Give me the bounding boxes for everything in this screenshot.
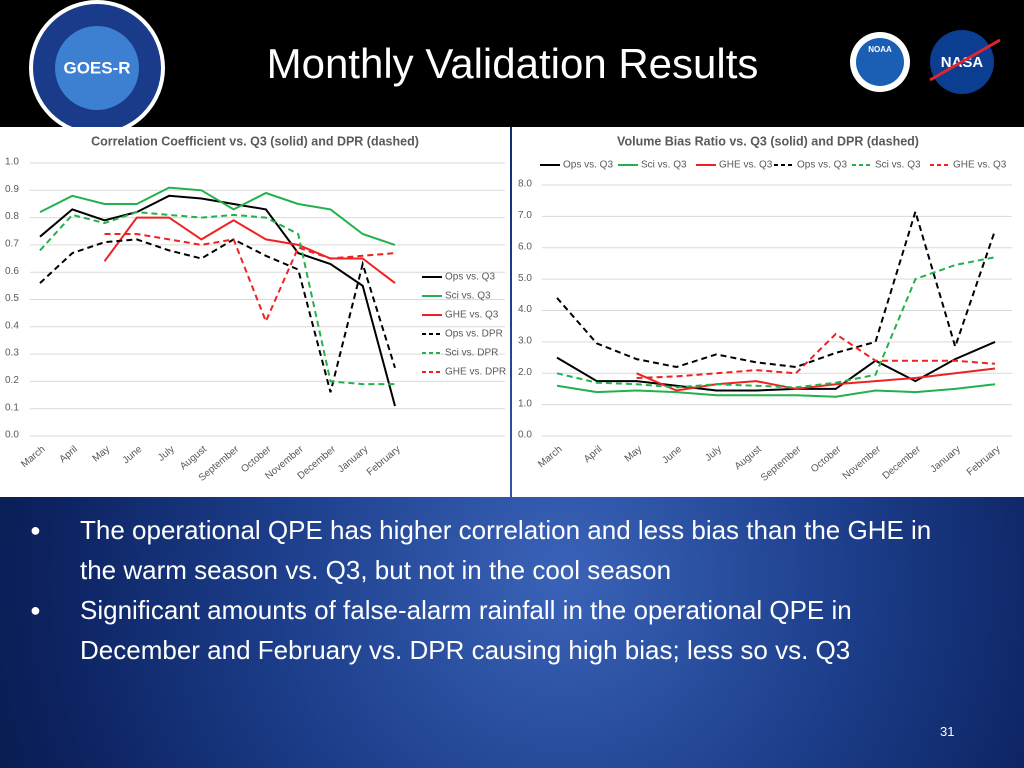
series-line xyxy=(556,340,996,392)
noaa-inner xyxy=(856,38,904,86)
y-tick-label: 1.0 xyxy=(518,398,532,409)
y-tick-label: 6.0 xyxy=(518,241,532,252)
x-tick-label: May xyxy=(91,444,113,465)
y-tick-label: 8.0 xyxy=(518,179,532,190)
x-tick-label: February xyxy=(965,444,1003,478)
bullet: Significant amounts of false-alarm rainf… xyxy=(30,590,960,670)
nasa-swoosh xyxy=(929,38,1001,82)
series-line xyxy=(636,332,996,379)
x-tick-label: September xyxy=(759,443,804,483)
y-tick-label: 0.7 xyxy=(5,239,19,250)
chart: Correlation Coefficient vs. Q3 (solid) a… xyxy=(0,127,510,497)
legend-label: Sci vs. Q3 xyxy=(875,160,921,171)
y-tick-label: 0.4 xyxy=(5,320,19,331)
legend-label: Ops vs. Q3 xyxy=(797,160,847,171)
y-tick-label: 2.0 xyxy=(518,367,532,378)
goes-text: GOES-R xyxy=(63,58,130,77)
x-tick-label: March xyxy=(536,444,564,470)
y-tick-label: 5.0 xyxy=(518,273,532,284)
series-line xyxy=(104,233,396,324)
series-line xyxy=(636,367,996,392)
x-tick-label: November xyxy=(841,443,884,482)
x-tick-label: July xyxy=(703,444,724,464)
x-tick-label: April xyxy=(582,444,604,465)
y-tick-label: 0.1 xyxy=(5,402,19,413)
legend-label: Sci vs. Q3 xyxy=(641,160,687,171)
chart-title: Correlation Coefficient vs. Q3 (solid) a… xyxy=(91,134,419,148)
x-tick-label: May xyxy=(623,444,645,465)
series-line xyxy=(39,186,396,246)
y-tick-label: 3.0 xyxy=(518,336,532,347)
bullet: The operational QPE has higher correlati… xyxy=(30,510,960,590)
series-line xyxy=(556,208,996,369)
x-tick-label: August xyxy=(733,444,764,473)
legend-label: Sci vs. DPR xyxy=(445,348,498,359)
series-line xyxy=(39,194,396,407)
y-tick-label: 0.5 xyxy=(5,293,19,304)
y-tick-label: 0.8 xyxy=(5,211,19,222)
series-line xyxy=(103,216,396,284)
chart-title: Volume Bias Ratio vs. Q3 (solid) and DPR… xyxy=(617,134,919,148)
y-tick-label: 0.0 xyxy=(518,430,532,441)
legend-label: Ops vs. Q3 xyxy=(563,160,613,171)
legend-label: Sci vs. Q3 xyxy=(445,291,491,302)
chart: Volume Bias Ratio vs. Q3 (solid) and DPR… xyxy=(512,127,1024,497)
logos: GOES-R NOAA NASA xyxy=(29,0,1001,127)
x-tick-label: July xyxy=(156,444,177,464)
y-tick-label: 0.9 xyxy=(5,184,19,195)
x-tick-label: March xyxy=(19,444,47,470)
y-tick-label: 0.3 xyxy=(5,348,19,359)
y-tick-label: 4.0 xyxy=(518,304,532,315)
goes-globe xyxy=(55,26,139,110)
series-line xyxy=(556,383,996,398)
y-tick-label: 0.0 xyxy=(5,430,19,441)
y-tick-label: 7.0 xyxy=(518,210,532,221)
y-tick-label: 0.6 xyxy=(5,266,19,277)
legend-label: Ops vs. DPR xyxy=(445,329,503,340)
legend-label: GHE vs. Q3 xyxy=(445,310,499,321)
x-tick-label: December xyxy=(881,443,924,482)
x-tick-label: February xyxy=(365,444,403,478)
legend-label: GHE vs. DPR xyxy=(445,367,506,378)
legend-label: GHE vs. Q3 xyxy=(953,160,1007,171)
legend-label: Ops vs. Q3 xyxy=(445,272,495,283)
x-tick-label: October xyxy=(809,443,844,475)
series-line xyxy=(556,256,996,389)
series-line xyxy=(39,211,395,386)
slide-title: Monthly Validation Results xyxy=(266,40,759,87)
noaa-text: NOAA xyxy=(868,45,892,54)
y-tick-label: 1.0 xyxy=(5,157,19,168)
bullet-list: The operational QPE has higher correlati… xyxy=(30,510,960,670)
x-tick-label: January xyxy=(928,444,962,475)
x-tick-label: June xyxy=(121,444,145,467)
series-line xyxy=(39,238,396,393)
x-tick-label: June xyxy=(660,444,684,467)
legend-label: GHE vs. Q3 xyxy=(719,160,773,171)
y-tick-label: 0.2 xyxy=(5,375,19,386)
page-number: 31 xyxy=(940,724,955,739)
x-tick-label: April xyxy=(57,444,79,465)
